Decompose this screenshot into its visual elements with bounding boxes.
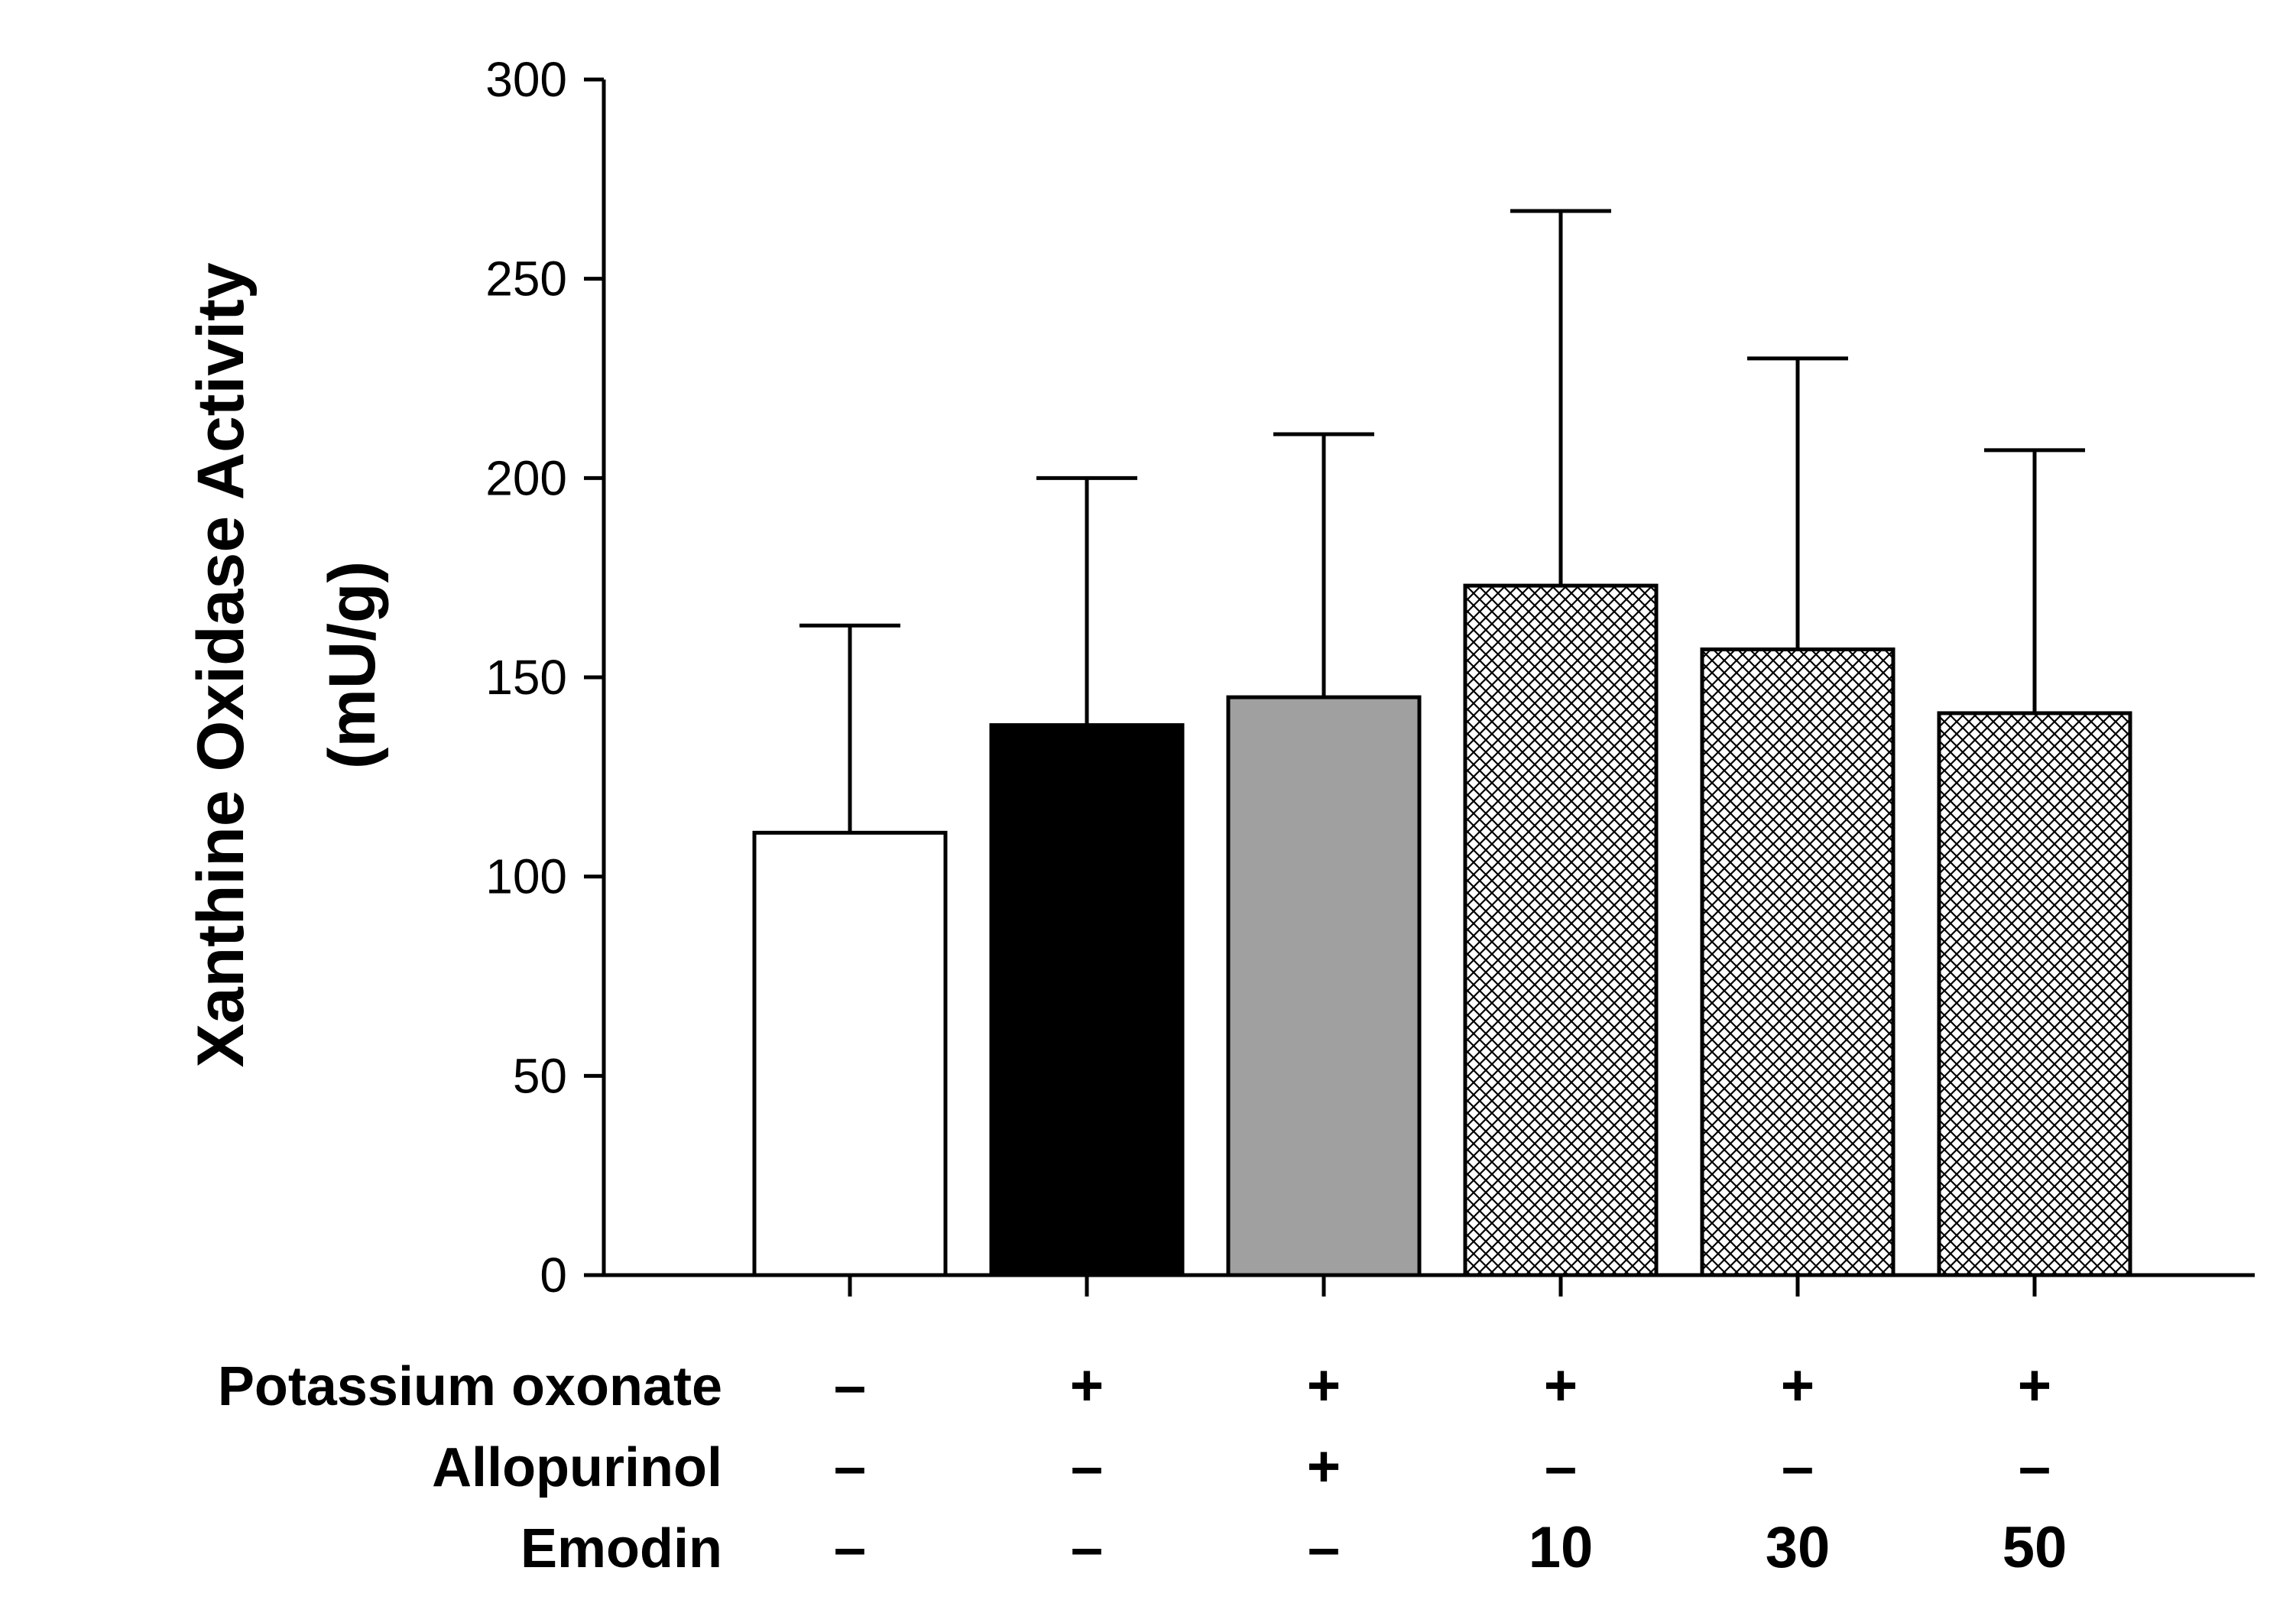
- treatment-cell: –: [1782, 1434, 1814, 1499]
- bar: [752, 830, 948, 1277]
- treatment-cell: –: [834, 1353, 866, 1418]
- y-tick-label: 100: [485, 849, 567, 904]
- treatment-cell: –: [834, 1515, 866, 1580]
- treatment-cell: +: [1544, 1353, 1578, 1418]
- treatment-cell: 50: [2003, 1515, 2067, 1580]
- error-bars: [799, 209, 2085, 833]
- treatment-cell: +: [1781, 1353, 1814, 1418]
- bar: [1700, 647, 1895, 1277]
- y-tick-label: 200: [485, 450, 567, 505]
- treatment-cell: –: [1308, 1515, 1340, 1580]
- bar: [1937, 711, 2132, 1277]
- treatment-cell: +: [1307, 1434, 1341, 1499]
- y-tick-label: 250: [485, 252, 567, 307]
- treatment-row-label: Allopurinol: [432, 1437, 722, 1498]
- treatment-cell: –: [1071, 1434, 1103, 1499]
- treatment-cell: 30: [1766, 1515, 1831, 1580]
- treatment-cell: –: [2019, 1434, 2051, 1499]
- treatment-cell: –: [1071, 1515, 1103, 1580]
- y-tick-label: 150: [485, 650, 567, 705]
- bar: [989, 723, 1185, 1277]
- treatment-row-label: Emodin: [520, 1518, 722, 1579]
- y-axis-label-line2: (mU/g): [316, 561, 389, 769]
- treatment-cell: +: [2018, 1353, 2051, 1418]
- y-tick-label: 0: [540, 1248, 567, 1303]
- y-axis-label-line1: Xanthine Oxidase Activity: [184, 262, 258, 1067]
- treatment-table: Potassium oxonate – + + + + + Allopurinol – – + – – –…: [218, 1353, 2067, 1580]
- x-axis-ticks: [848, 1275, 2037, 1297]
- y-tick-label: 50: [513, 1048, 567, 1103]
- treatment-cell: –: [834, 1434, 866, 1499]
- y-tick-label: 300: [485, 52, 567, 107]
- treatment-cell: +: [1307, 1353, 1341, 1418]
- bar: [1226, 695, 1422, 1277]
- y-axis-label: Xanthine Oxidase Activity (mU/g): [184, 262, 389, 1067]
- treatment-cell: 10: [1529, 1515, 1594, 1580]
- treatment-cell: –: [1545, 1434, 1577, 1499]
- bar: [1463, 583, 1659, 1277]
- treatment-row-label: Potassium oxonate: [218, 1356, 722, 1417]
- y-axis-ticks: 0 50 100 150 200 250 300: [485, 52, 604, 1303]
- bars: [752, 583, 2132, 1277]
- treatment-cell: +: [1070, 1353, 1104, 1418]
